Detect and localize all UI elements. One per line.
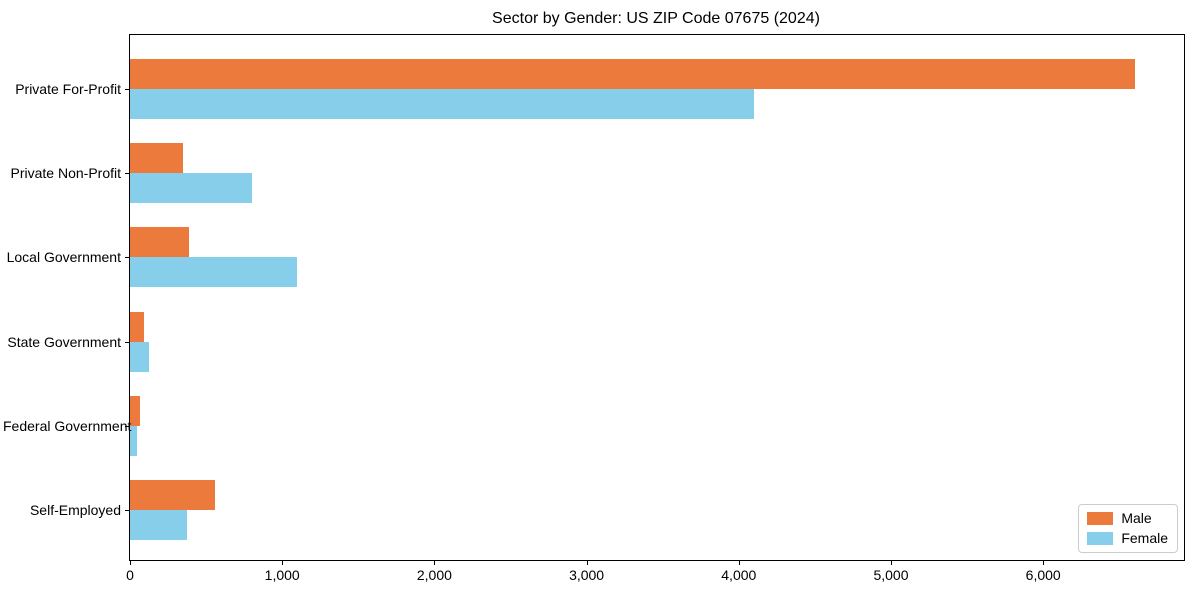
- legend-item-female: Female: [1087, 531, 1168, 546]
- x-tick-label-4-000: 4,000: [721, 567, 757, 583]
- y-tick-label-private-for-profit: Private For-Profit: [15, 81, 121, 97]
- legend: Male Female: [1078, 504, 1178, 553]
- y-tick-mark-self-employed: [125, 510, 129, 511]
- bar-female-state-government: [130, 341, 150, 372]
- bar-female-self-employed: [130, 510, 188, 540]
- y-tick-label-federal-government: Federal Government: [3, 417, 132, 434]
- x-tick-label-3-000: 3,000: [569, 567, 605, 583]
- legend-item-male: Male: [1087, 511, 1168, 526]
- y-tick-label-state-government: State Government: [7, 333, 121, 350]
- legend-swatch-female: [1087, 532, 1114, 545]
- y-tick-mark-federal-government: [125, 425, 129, 427]
- y-tick-label-private-non-profit: Private Non-Profit: [10, 165, 121, 182]
- x-tick-mark-4-000: [738, 561, 740, 565]
- x-tick-mark-1-000: [282, 561, 284, 565]
- bar-female-private-non-profit: [130, 173, 252, 204]
- legend-swatch-male: [1087, 512, 1114, 525]
- bar-male-private-non-profit: [130, 143, 184, 174]
- bar-female-federal-government: [130, 425, 137, 456]
- bar-female-private-for-profit: [130, 89, 755, 119]
- bar-male-federal-government: [130, 395, 140, 426]
- x-tick-label-0: 0: [126, 567, 134, 583]
- x-tick-mark-5-000: [891, 561, 892, 565]
- x-tick-mark-2-000: [434, 561, 436, 565]
- chart-title: Sector by Gender: US ZIP Code 07675 (202…: [492, 10, 820, 27]
- y-tick-mark-private-for-profit: [125, 89, 129, 90]
- bar-male-state-government: [130, 311, 144, 342]
- y-tick-label-self-employed: Self-Employed: [29, 502, 121, 518]
- x-tick-label-6-000: 6,000: [1025, 567, 1061, 583]
- x-tick-mark-3-000: [586, 561, 588, 565]
- bar-female-local-government: [130, 257, 298, 288]
- plot-area: Male Female: [129, 34, 1185, 561]
- y-tick-mark-local-government: [125, 257, 129, 259]
- bar-male-private-for-profit: [130, 59, 1135, 89]
- x-tick-mark-0: [130, 561, 131, 565]
- bar-male-self-employed: [130, 480, 216, 510]
- y-tick-mark-private-non-profit: [125, 173, 129, 175]
- x-tick-label-1-000: 1,000: [264, 567, 300, 583]
- legend-label-female: Female: [1121, 530, 1168, 546]
- x-tick-label-5-000: 5,000: [873, 567, 909, 583]
- x-tick-label-2-000: 2,000: [416, 567, 452, 583]
- y-tick-mark-state-government: [125, 341, 129, 343]
- bar-male-local-government: [130, 227, 190, 258]
- y-tick-label-local-government: Local Government: [6, 249, 121, 266]
- legend-label-male: Male: [1121, 510, 1152, 526]
- x-tick-mark-6-000: [1043, 561, 1045, 565]
